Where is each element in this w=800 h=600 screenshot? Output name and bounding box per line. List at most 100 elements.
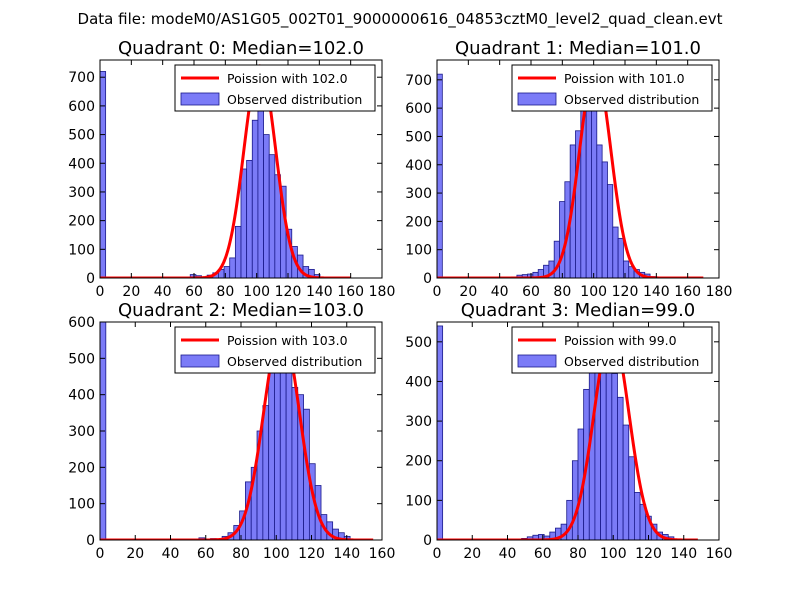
chart-3-ytick-label-3: 300	[405, 414, 432, 430]
chart-0: 0 20 40 60 80 100 120 140 160 180 0 100 200 300 400 500…	[68, 38, 395, 300]
chart-3-xtick-label-1: 20	[463, 546, 481, 562]
chart-1-legend-label-poisson: Poission with 101.0	[564, 71, 685, 86]
chart-0-xtick-label-5: 100	[243, 284, 270, 300]
chart-0-title: Quadrant 0: Median=102.0	[118, 38, 364, 59]
chart-1-xtick-label-0: 0	[433, 284, 442, 300]
chart-1-bar-21	[617, 237, 624, 278]
chart-1-bar-18	[601, 161, 608, 278]
chart-3-legend-label-poisson: Poission with 99.0	[564, 333, 677, 348]
chart-2-ytick-label-3: 300	[68, 424, 95, 440]
chart-3-bar-18	[617, 396, 624, 540]
figure-title: Data file: modeM0/AS1G05_002T01_90000006…	[78, 10, 723, 29]
chart-1-xtick-label-3: 60	[522, 284, 540, 300]
chart-0-xtick-label-6: 120	[275, 284, 302, 300]
chart-1-xtick-label-1: 20	[459, 284, 477, 300]
chart-0-ytick-label-2: 200	[68, 214, 95, 230]
chart-1-legend: Poission with 101.0 Observed distribution	[511, 64, 713, 112]
chart-0-xtick-label-3: 60	[185, 284, 203, 300]
chart-0-legend-bar-swatch	[180, 92, 220, 106]
chart-3-xtick-label-3: 60	[534, 546, 552, 562]
chart-2-ytick-label-2: 200	[68, 460, 95, 476]
chart-1-xtick-label-4: 80	[553, 284, 571, 300]
chart-0-bar-11	[246, 159, 253, 278]
chart-0-ytick-label-3: 300	[68, 185, 95, 201]
chart-2-xtick-label-7: 140	[333, 546, 360, 562]
chart-3-bar-0	[437, 325, 444, 540]
chart-1-title: Quadrant 1: Median=101.0	[455, 38, 701, 59]
chart-1-legend-bar-swatch	[517, 92, 557, 106]
chart-2-ytick-label-1: 100	[68, 497, 95, 513]
chart-1-plot-area	[437, 66, 705, 278]
chart-0-ytick-label-6: 600	[68, 99, 95, 115]
chart-0-xtick-label-4: 80	[216, 284, 234, 300]
chart-2-xtick-label-1: 20	[126, 546, 144, 562]
chart-1-xtick-label-9: 180	[706, 284, 733, 300]
chart-0-xtick-label-2: 40	[154, 284, 172, 300]
chart-2-xtick-label-0: 0	[96, 546, 105, 562]
chart-1-ytick-label-4: 400	[405, 158, 432, 174]
chart-3-plot-area	[437, 325, 699, 540]
chart-3-bar-20	[628, 456, 635, 540]
chart-0-plot-area	[100, 64, 352, 278]
chart-1-ytick-label-7: 700	[405, 73, 432, 89]
chart-3-legend: Poission with 99.0 Observed distribution	[511, 326, 713, 374]
chart-1-xtick-label-2: 40	[491, 284, 509, 300]
chart-3-xtick-label-0: 0	[433, 546, 442, 562]
chart-3-ytick-label-5: 500	[405, 335, 432, 351]
chart-2-xtick-label-5: 100	[263, 546, 290, 562]
chart-0-ytick-label-7: 700	[68, 70, 95, 86]
chart-3-xtick-label-6: 120	[635, 546, 662, 562]
chart-3-bar-21	[634, 492, 641, 540]
chart-0-poisson-line	[100, 64, 352, 278]
chart-3-xtick-label-5: 100	[600, 546, 627, 562]
chart-1-ytick-label-2: 200	[405, 214, 432, 230]
chart-2-legend-label-poisson: Poission with 103.0	[227, 333, 348, 348]
chart-0-xtick-label-8: 160	[337, 284, 364, 300]
chart-1: 0 20 40 60 80 100 120 140 160 180 0 100 200 300 400 500…	[405, 38, 732, 300]
chart-1-bar-15	[585, 107, 592, 278]
chart-0-xtick-label-7: 140	[306, 284, 333, 300]
chart-0-legend-label-poisson: Poission with 102.0	[227, 71, 348, 86]
chart-2-xtick-label-3: 60	[197, 546, 215, 562]
chart-3-ytick-label-4: 400	[405, 374, 432, 390]
chart-1-xtick-label-6: 120	[612, 284, 639, 300]
chart-2-ytick-label-4: 400	[68, 388, 95, 404]
chart-0-bar-15	[268, 154, 276, 278]
chart-1-bar-20	[612, 226, 619, 278]
chart-0-xtick-label-0: 0	[96, 284, 105, 300]
chart-3-title: Quadrant 3: Median=99.0	[461, 300, 696, 321]
chart-0-bar-22	[308, 268, 315, 278]
chart-3-legend-bar-swatch	[517, 354, 557, 368]
chart-3-xtick-label-7: 140	[670, 546, 697, 562]
chart-0-bar-0	[100, 71, 107, 278]
chart-2-plot-area	[100, 322, 374, 540]
chart-1-legend-label-observed: Observed distribution	[564, 92, 699, 107]
chart-1-ytick-label-0: 0	[423, 271, 432, 287]
chart-2-xtick-label-8: 160	[369, 546, 396, 562]
chart-3-xtick-label-8: 160	[706, 546, 733, 562]
chart-2-ytick-label-5: 500	[68, 351, 95, 367]
chart-2-ytick-label-0: 0	[86, 533, 95, 549]
chart-0-xtick-label-1: 20	[122, 284, 140, 300]
chart-2-xtick-label-2: 40	[162, 546, 180, 562]
chart-1-xtick-label-7: 140	[643, 284, 670, 300]
chart-1-bar-19	[607, 184, 614, 278]
chart-3-bar-13	[588, 369, 596, 540]
chart-3-ytick-label-1: 100	[405, 493, 432, 509]
chart-0-bar-10	[240, 168, 248, 278]
chart-2-ytick-label-6: 600	[68, 315, 95, 331]
chart-1-ytick-label-1: 100	[405, 243, 432, 259]
chart-0-ytick-label-0: 0	[86, 271, 95, 287]
chart-0-ytick-label-4: 400	[68, 156, 95, 172]
chart-3-bar-17	[611, 373, 618, 540]
chart-2-xtick-label-6: 120	[298, 546, 325, 562]
chart-1-ytick-label-3: 300	[405, 186, 432, 202]
chart-0-bar-8	[229, 257, 236, 278]
chart-3-legend-label-observed: Observed distribution	[564, 354, 699, 369]
chart-2-poisson-line	[100, 327, 374, 540]
chart-3-bar-19	[622, 424, 630, 540]
chart-1-bar-9	[553, 240, 560, 278]
chart-1-bar-0	[437, 73, 443, 278]
chart-2: 0 20 40 60 80 100 120 140 160 0 100 200 300 400 500 600…	[68, 300, 395, 562]
